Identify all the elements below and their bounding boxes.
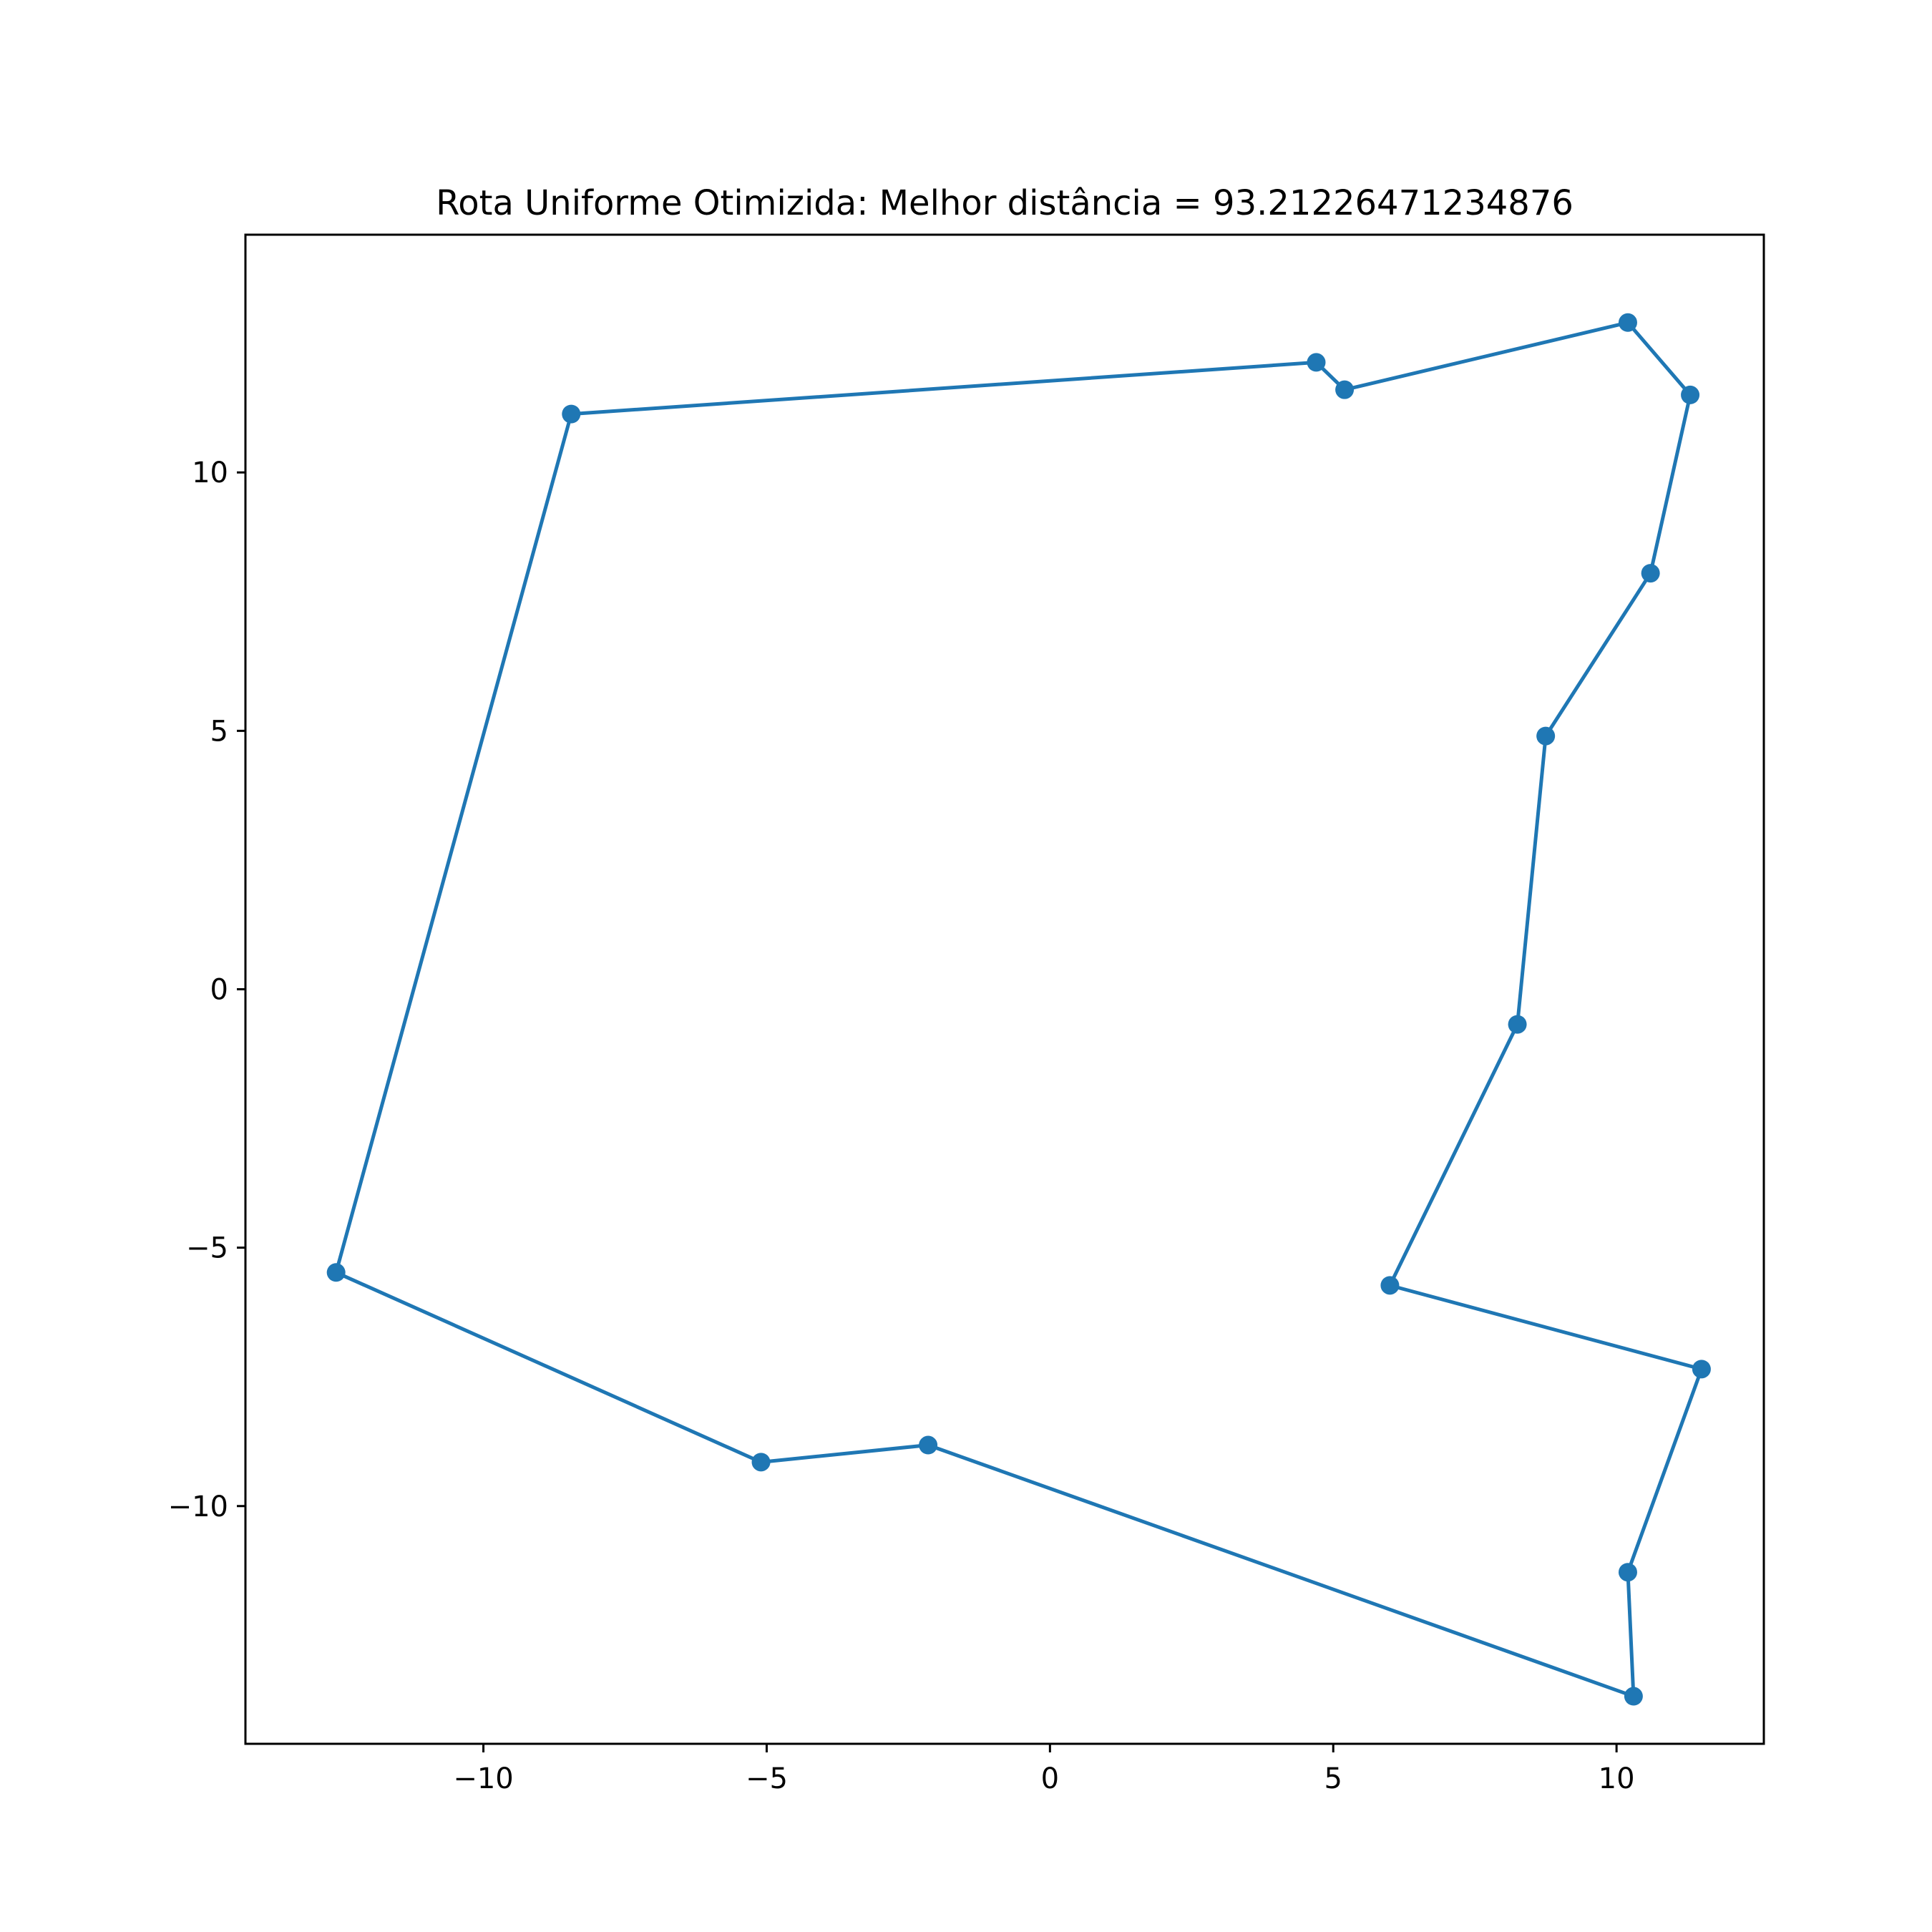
route-point [1692, 1360, 1711, 1379]
y-tick-label: −5 [186, 1232, 228, 1265]
route-point [1641, 564, 1660, 583]
plot-area [326, 313, 1711, 1706]
route-point [1618, 313, 1637, 332]
x-tick-label: 10 [1599, 1762, 1635, 1795]
route-point [1681, 385, 1700, 404]
x-tick-label: 5 [1324, 1762, 1342, 1795]
route-point [326, 1263, 346, 1282]
axis-ticks: −10 −5 0 5 10 −10 −5 0 5 10 [168, 457, 1635, 1795]
x-tick-label: −10 [453, 1762, 513, 1795]
route-point [1536, 726, 1556, 746]
route-point [751, 1453, 771, 1472]
route-point [1380, 1276, 1400, 1295]
route-point [1624, 1687, 1643, 1706]
route-point [1508, 1015, 1527, 1034]
route-line [334, 321, 1704, 1699]
x-tick-label: −5 [746, 1762, 788, 1795]
y-tick-label: 10 [192, 457, 228, 489]
y-tick-label: 5 [210, 715, 228, 748]
y-tick-label: −10 [168, 1491, 228, 1523]
route-point [1307, 353, 1326, 372]
y-tick-label: 0 [210, 974, 228, 1007]
x-tick-label: 0 [1041, 1762, 1059, 1795]
chart-title: Rota Uniforme Otimizida: Melhor distânci… [436, 183, 1574, 223]
route-point [1618, 1563, 1637, 1582]
route-point [919, 1435, 938, 1455]
route-point [1335, 380, 1355, 399]
axes-frame [244, 233, 1765, 1745]
route-point [562, 404, 581, 424]
